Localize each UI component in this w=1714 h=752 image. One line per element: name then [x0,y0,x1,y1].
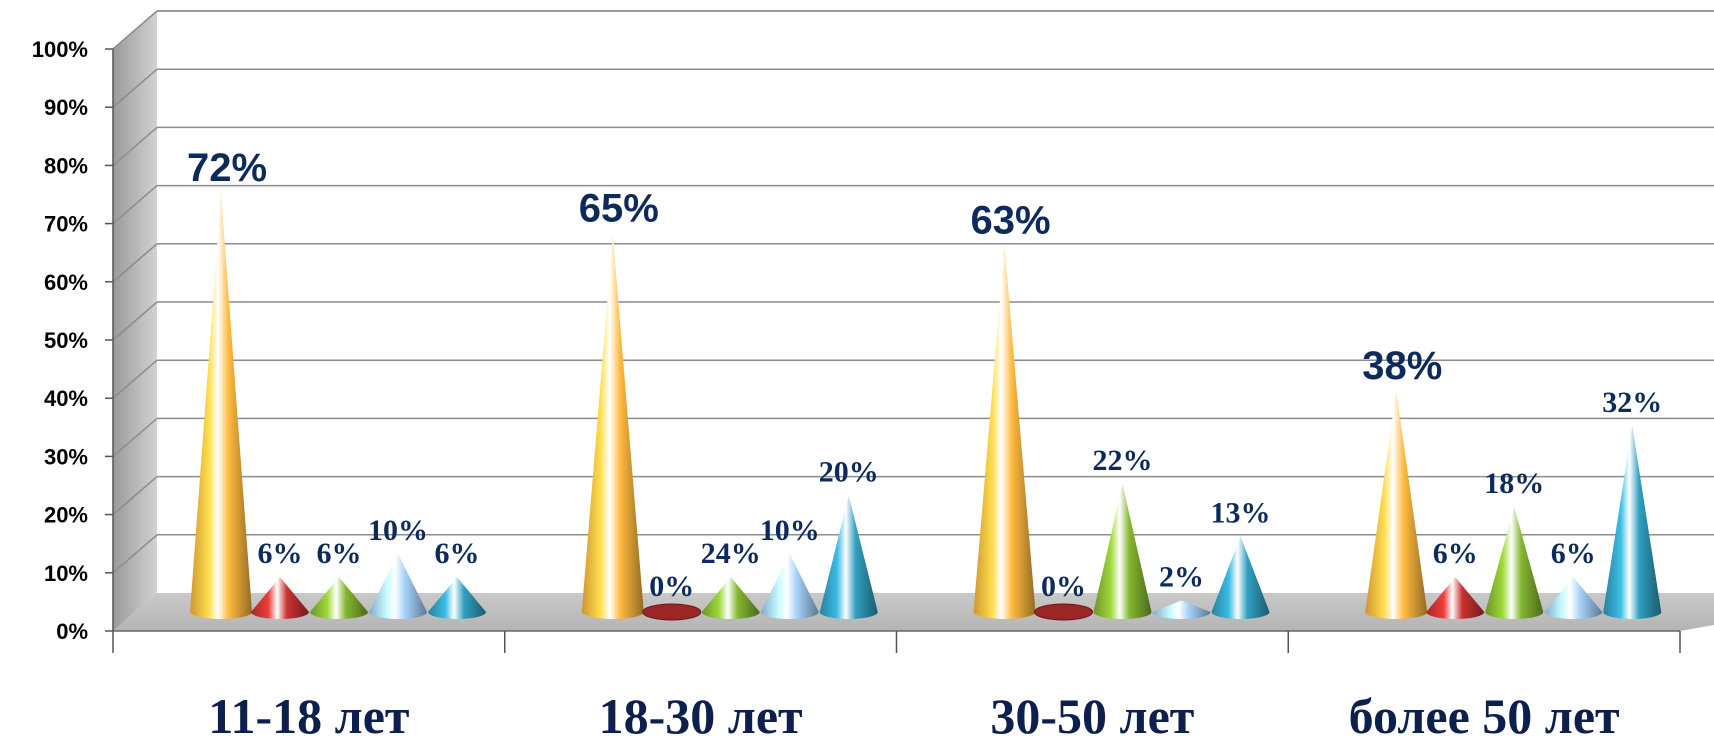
category-label: 30-50 лет [990,688,1194,744]
y-tick-label: 0% [56,619,88,644]
cone [701,577,760,619]
y-tick-label: 100% [32,37,88,62]
data-label: 6% [1551,537,1596,570]
cone [1034,603,1093,621]
gridlines [112,10,1714,574]
gridline-side [112,359,158,399]
data-label: 6% [258,537,303,570]
data-label: 72% [187,146,267,190]
cone-body [1093,483,1152,619]
data-label: 20% [819,456,879,489]
cone-body [310,577,368,619]
y-tick-label: 20% [44,503,88,528]
cone-body [1603,425,1662,619]
cone-base-flat [1034,603,1093,621]
cone [1211,536,1270,619]
cone-body [760,553,819,619]
data-label: 6% [435,537,480,570]
gridline-side [112,301,158,341]
cone [760,553,819,619]
data-label: 10% [368,514,428,547]
category-label: 11-18 лет [208,688,409,744]
y-tick-label: 30% [44,444,88,469]
data-label: 38% [1362,344,1442,388]
cone-marks [190,192,1662,621]
y-tick-label: 70% [44,212,88,237]
data-label: 22% [1093,444,1153,477]
cone-body [428,577,486,619]
cone [1426,577,1485,619]
floor-plane [113,593,1714,631]
cone [819,495,878,619]
gridline-side [112,68,158,108]
y-tick-label: 90% [44,95,88,120]
y-tick-label: 40% [44,386,88,411]
gridline-side [112,476,158,516]
gridline-side [112,243,158,283]
gridline-side [112,10,158,50]
cone [369,553,427,619]
cone-body [251,577,309,619]
gridline-side [112,126,158,166]
cone [1152,600,1211,619]
cone [1365,390,1428,619]
cone [310,577,368,619]
cone-body [369,553,427,619]
cone-body [701,577,760,619]
cone-body [1211,536,1270,619]
cone-body [1485,507,1544,619]
y-axis: 0% 10% 20% 30% 40% 50% 60% 70% 80% 90% 100% [32,37,114,644]
cone [251,577,309,619]
data-label: 6% [1433,537,1478,570]
cone [1485,507,1544,619]
cone-body [190,192,252,619]
data-label: 32% [1602,386,1662,419]
data-label: 24% [701,537,761,570]
data-labels: 72%6% 6%10%6%65%0%24%10%20%63%0%22%2%13%3… [187,146,1662,603]
y-tick-label: 10% [44,561,88,586]
data-label: 63% [970,198,1050,242]
category-labels: 11-18 лет 18-30 лет 30-50 лет более 50 лет [208,688,1619,744]
cone [190,192,252,619]
cone-body [1426,577,1485,619]
cone [1603,425,1662,619]
cone-body [581,233,644,619]
cone [1093,483,1152,619]
category-label: более 50 лет [1349,688,1620,744]
data-label: 6% [317,537,362,570]
y-tick-label: 80% [44,153,88,178]
data-label: 18% [1484,467,1544,500]
data-label: 10% [760,514,820,547]
data-label: 0% [649,570,694,603]
data-label: 13% [1211,496,1271,529]
cone [1544,577,1603,619]
cone-body [973,245,1036,619]
cone-body [819,495,878,619]
gridline-side [112,534,158,574]
cone [973,245,1036,619]
data-label: 65% [579,187,659,231]
gridline-side [112,185,158,225]
x-axis [112,631,1681,653]
gridline-side [112,417,158,457]
cone [581,233,644,619]
cone-body [1152,600,1211,619]
data-label: 2% [1159,560,1204,593]
y-tick-label: 50% [44,328,88,353]
y-tick-label: 60% [44,270,88,295]
cone-body [1544,577,1603,619]
category-label: 18-30 лет [599,688,803,744]
cone-body [1365,390,1428,619]
cone [642,603,702,621]
cone-base-flat [642,603,702,621]
cone [428,577,486,619]
data-label: 0% [1041,570,1086,603]
